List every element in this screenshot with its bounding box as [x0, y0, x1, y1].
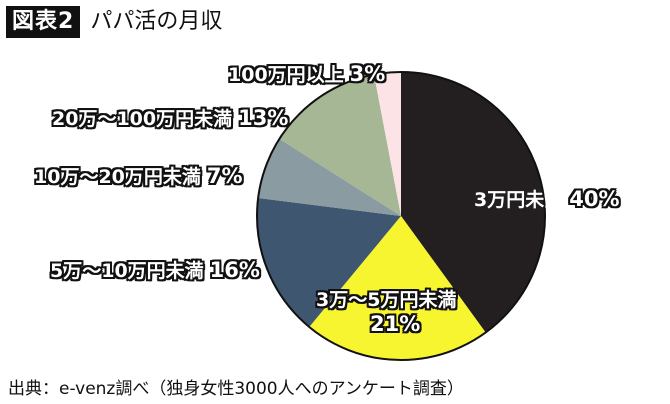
chart-header: 図表2 パパ活の月収 — [6, 6, 222, 38]
source-note: 出典：e-venz調べ（独身女性3000人へのアンケート調査） — [8, 379, 464, 399]
label-over-1m: 100万円以上 3% — [228, 60, 385, 87]
label-name: 3万〜5万円未満 — [316, 289, 457, 311]
label-pct: 3% — [349, 62, 386, 86]
label-100k-200k: 10万〜20万円未満 7% — [34, 162, 243, 189]
chart-title: パパ活の月収 — [90, 9, 223, 34]
pie-outline — [256, 71, 546, 361]
label-pct: 21% — [370, 312, 421, 336]
pie-slice — [374, 72, 401, 216]
pie-slice — [309, 216, 486, 360]
label-name: 10万〜20万円未満 — [34, 166, 201, 188]
label-pct: 7% — [206, 164, 243, 188]
label-30k-50k: 3万〜5万円未満 — [316, 285, 456, 312]
pie-slice — [279, 74, 401, 216]
label-pct: 40% — [569, 187, 620, 211]
figure-badge: 図表2 — [6, 6, 81, 38]
label-name: 20万〜100万円未満 — [52, 108, 233, 130]
pie-slices — [256, 71, 546, 361]
label-200k-1m: 20万〜100万円未満 13% — [52, 104, 288, 131]
label-50k-100k: 5万〜10万円未満 16% — [50, 256, 260, 283]
label-pct: 16% — [209, 258, 260, 282]
label-pct: 13% — [238, 106, 289, 130]
label-name: 3万円未満 — [474, 189, 564, 211]
label-name: 100万円以上 — [228, 64, 344, 86]
label-name: 5万〜10万円未満 — [50, 260, 204, 282]
pie-slice — [401, 72, 546, 333]
pie-slice — [257, 197, 401, 327]
label-under-30k: 3万円未満 40% — [474, 185, 620, 212]
pie-slice — [258, 138, 401, 216]
label-30k-50k-pct: 21% — [370, 312, 420, 336]
